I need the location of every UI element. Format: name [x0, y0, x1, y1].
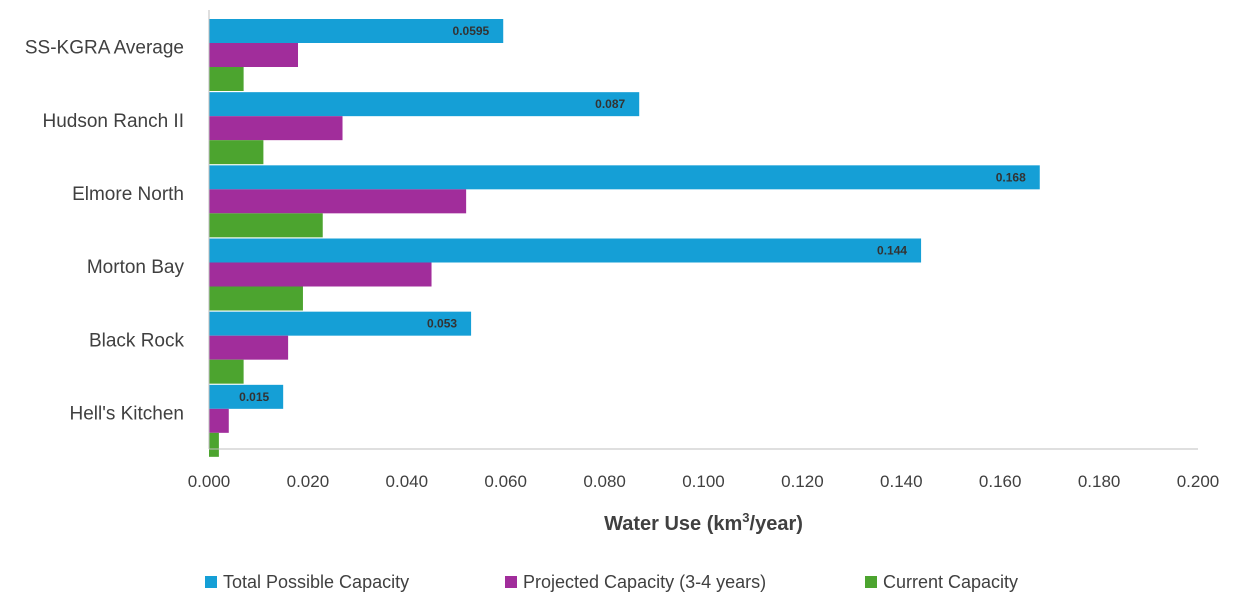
legend-label: Total Possible Capacity	[223, 572, 409, 592]
bar	[209, 238, 922, 263]
category-label: Morton Bay	[87, 257, 185, 278]
bar	[209, 359, 244, 384]
x-tick-label: 0.000	[188, 472, 231, 491]
category-label: Hell's Kitchen	[69, 403, 184, 424]
x-tick-label: 0.180	[1078, 472, 1121, 491]
x-tick-label: 0.200	[1177, 472, 1220, 491]
category-labels: SS-KGRA Average Hudson Ranch II Elmore Nor…	[25, 38, 185, 425]
x-axis-title-main: Water Use (km	[604, 513, 742, 535]
category-label: SS-KGRA Average	[25, 38, 184, 59]
bar	[209, 213, 323, 238]
bar	[209, 335, 289, 360]
data-label: 0.087	[595, 97, 625, 111]
bars-group	[209, 19, 1040, 457]
x-tick-label: 0.060	[484, 472, 527, 491]
x-axis-title: Water Use (km3/year)	[604, 510, 803, 535]
category-label: Elmore North	[72, 184, 184, 205]
bar	[209, 286, 303, 311]
legend: Total Possible Capacity Projected Capacit…	[205, 572, 1018, 592]
x-axis-title-end: /year)	[750, 513, 803, 535]
bar	[209, 384, 284, 409]
x-tick-labels: 0.000 0.020 0.040 0.060 0.080 0.100 0.120 0.140…	[188, 472, 1220, 491]
bar	[209, 165, 1040, 190]
legend-swatch	[505, 576, 517, 588]
x-tick-label: 0.020	[287, 472, 330, 491]
bar	[209, 67, 244, 91]
bar	[209, 43, 299, 67]
legend-label: Current Capacity	[883, 572, 1018, 592]
bar	[209, 92, 640, 117]
data-labels: 0.0595 0.087 0.168 0.144 0.053 0.015	[239, 24, 1026, 404]
bar	[209, 140, 264, 165]
bar	[209, 408, 229, 433]
x-axis-title-sup: 3	[742, 510, 749, 525]
x-tick-label: 0.040	[386, 472, 429, 491]
bar	[209, 116, 343, 141]
bar	[209, 189, 467, 214]
bar	[209, 262, 432, 287]
category-label: Black Rock	[89, 330, 185, 351]
legend-label: Projected Capacity (3-4 years)	[523, 572, 766, 592]
x-tick-label: 0.120	[781, 472, 824, 491]
legend-swatch	[865, 576, 877, 588]
legend-swatch	[205, 576, 217, 588]
bar	[209, 432, 219, 457]
data-label: 0.144	[877, 244, 907, 258]
x-tick-label: 0.160	[979, 472, 1022, 491]
data-label: 0.015	[239, 390, 269, 404]
bar	[209, 19, 504, 43]
x-tick-label: 0.100	[682, 472, 725, 491]
bar	[209, 311, 472, 336]
category-label: Hudson Ranch II	[42, 111, 184, 132]
data-label: 0.053	[427, 317, 457, 331]
x-tick-label: 0.080	[583, 472, 626, 491]
x-tick-label: 0.140	[880, 472, 923, 491]
data-label: 0.0595	[453, 24, 490, 38]
data-label: 0.168	[996, 170, 1026, 184]
